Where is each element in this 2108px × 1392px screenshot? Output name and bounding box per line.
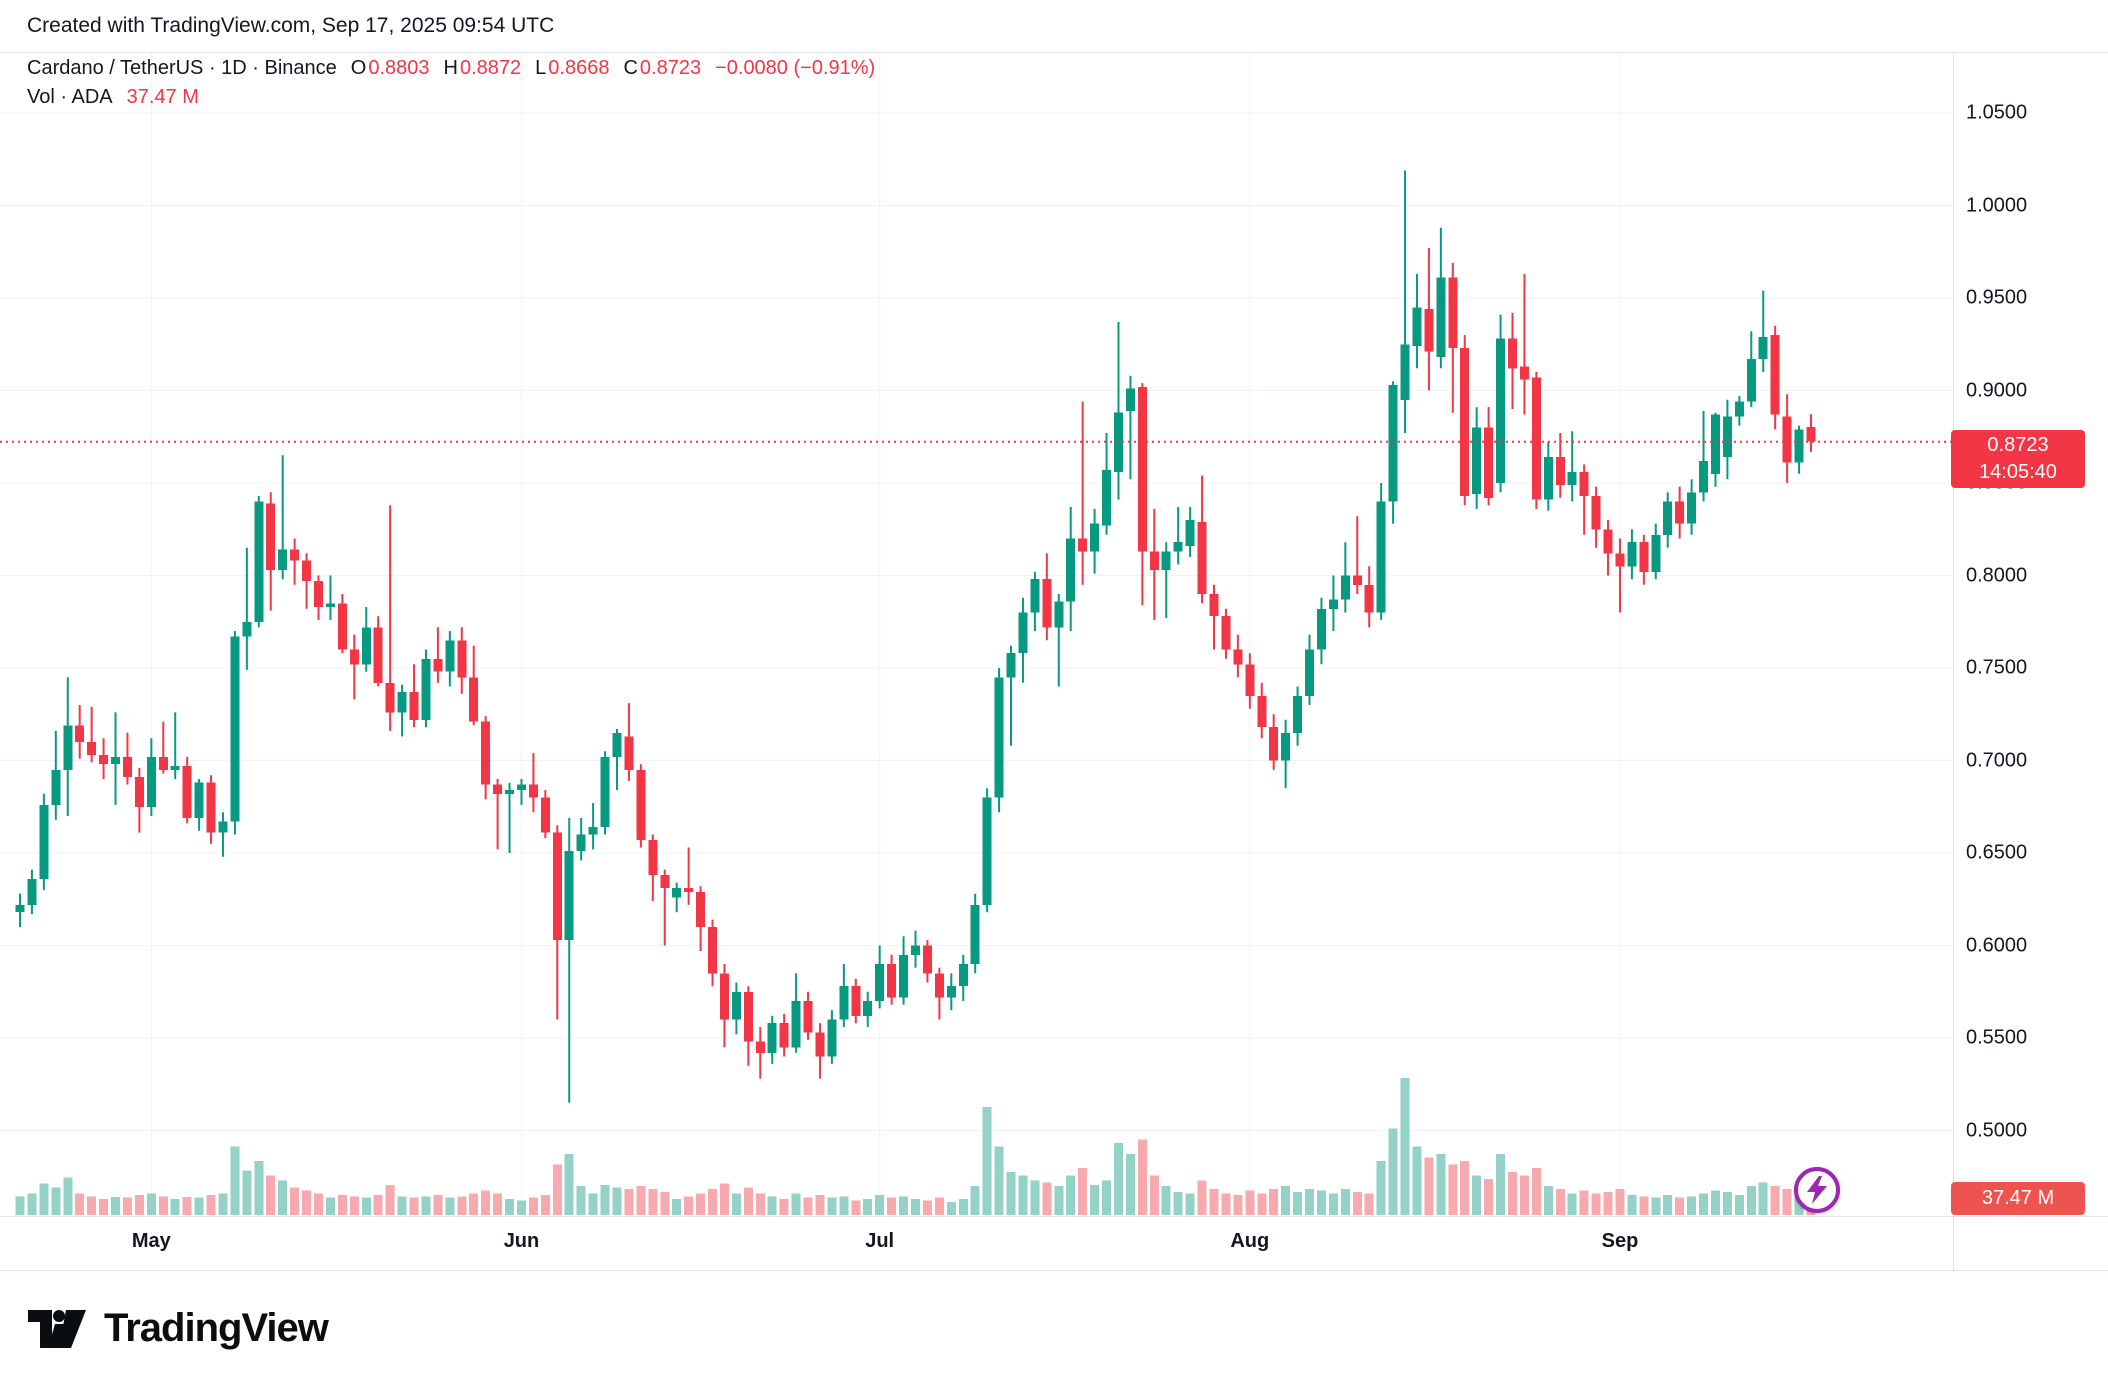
tradingview-logo-text[interactable]: TradingView <box>104 1306 329 1350</box>
last-volume-badge: 37.47 M <box>1951 1182 2085 1215</box>
chart-legend: Cardano / TetherUS · 1D · Binance O 0.880… <box>27 56 875 110</box>
ohlc-open: O 0.8803 <box>350 57 430 79</box>
price-tick-label: 0.6000 <box>1966 934 2028 956</box>
ohlc-low: L 0.8668 <box>535 57 610 79</box>
flash-button[interactable] <box>1794 1167 1840 1213</box>
attribution-text: Created with TradingView.com, Sep 17, 20… <box>27 14 555 37</box>
last-price-badge: 0.8723 14:05:40 <box>1951 430 2085 488</box>
legend-volume-row[interactable]: Vol · ADA 37.47 M <box>27 85 875 110</box>
chart-canvas[interactable] <box>0 53 2108 1216</box>
price-tick-label: 1.0000 <box>1966 194 2028 216</box>
ohlc-high: H 0.8872 <box>443 57 522 79</box>
price-tick-label: 0.7500 <box>1966 656 2028 679</box>
header-separator <box>0 52 2108 53</box>
price-tick-label: 0.7000 <box>1966 749 2028 771</box>
chart-bottom-separator <box>0 1270 2108 1271</box>
time-tick-label: Aug <box>1230 1230 1270 1252</box>
ohlc-close: C 0.8723 <box>623 57 702 79</box>
lightning-icon <box>1807 1176 1827 1204</box>
price-tick-label: 0.8000 <box>1966 564 2028 586</box>
price-tick-label: 0.9500 <box>1966 286 2028 309</box>
price-tick-label: 0.5500 <box>1966 1026 2028 1049</box>
change-value: −0.0080 (−0.91%) <box>715 57 876 79</box>
price-tick-label: 0.9000 <box>1966 379 2028 401</box>
last-volume-value: 37.47 M <box>1981 1187 2055 1209</box>
volume-value: 37.47 M <box>126 86 199 108</box>
price-tick-label: 1.0500 <box>1966 101 2028 124</box>
symbol-title[interactable]: Cardano / TetherUS · 1D · Binance <box>27 57 337 79</box>
time-tick-label: May <box>131 1230 171 1252</box>
price-tick-label: 0.6500 <box>1966 841 2028 864</box>
time-tick-label: Jul <box>865 1230 895 1252</box>
price-scale-separator <box>1953 53 1954 1270</box>
volume-title: Vol · ADA <box>27 86 113 108</box>
time-tick-label: Jun <box>503 1230 540 1252</box>
price-tick-label: 0.5000 <box>1966 1119 2028 1141</box>
time-tick-label: Sep <box>1601 1230 1639 1252</box>
last-price-value: 0.8723 <box>1987 434 2049 456</box>
bar-countdown: 14:05:40 <box>1979 461 2057 483</box>
time-scale-separator <box>0 1216 2108 1217</box>
legend-symbol-row[interactable]: Cardano / TetherUS · 1D · Binance O 0.880… <box>27 56 875 81</box>
footer: TradingView <box>28 1306 329 1351</box>
tradingview-logo-icon[interactable] <box>28 1308 86 1350</box>
